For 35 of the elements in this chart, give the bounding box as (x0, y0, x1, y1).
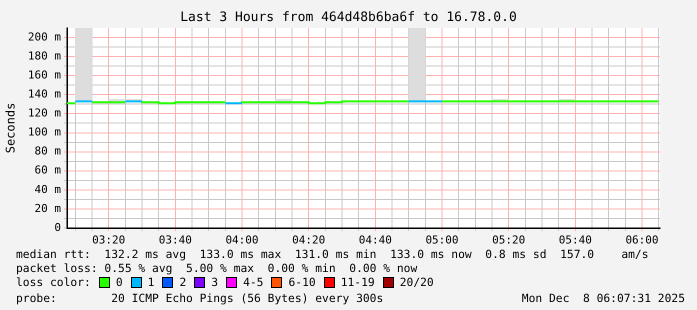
x-tick-label: 04:00 (225, 233, 259, 246)
y-tick-label: 180 m (28, 49, 62, 62)
x-tick-label: 04:20 (292, 233, 326, 246)
y-tick-label: 60 m (34, 164, 62, 177)
y-tick-label: 140 m (28, 88, 62, 101)
x-tick-label: 06:00 (625, 233, 659, 246)
legend-title: loss color: (16, 276, 91, 289)
legend-label: 1 (148, 276, 154, 289)
y-tick-label: 120 m (28, 106, 62, 120)
legend-label: 6-10 (288, 276, 316, 289)
chart-title: Last 3 Hours from 464d48b6ba6f to 16.78.0.0 (179, 10, 518, 25)
legend-label: 2 (179, 276, 186, 289)
x-tick-label: 05:40 (558, 233, 592, 246)
y-tick-label: 40 m (34, 182, 62, 196)
legend-label: 3 (211, 276, 218, 289)
y-tick-label: 0 (54, 220, 61, 234)
x-tick-label: 03:40 (158, 233, 192, 246)
text: Mon Dec 8 06:07:31 2025 (522, 292, 685, 306)
y-tick-label: 200 m (28, 30, 62, 44)
y-tick-label: 160 m (28, 68, 62, 82)
y-tick-label: 20 m (34, 202, 62, 215)
x-tick-label: 05:00 (425, 233, 459, 246)
y-axis-title: Seconds (3, 102, 18, 154)
text: probe: 20 ICMP Echo Pings (56 Bytes) every 300s (16, 292, 384, 306)
y-tick-label: 100 m (28, 126, 62, 139)
legend-label: 4-5 (243, 276, 264, 289)
y-tick-label: 80 m (34, 144, 62, 158)
legend-label: 0 (116, 276, 123, 289)
x-tick-label: 05:20 (492, 233, 526, 246)
x-tick-label: 03:20 (92, 233, 126, 246)
legend-label: 20/20 (400, 276, 434, 289)
x-tick-label: 04:40 (358, 233, 392, 246)
text: median rtt: 132.2 ms avg 133.0 ms max 131.0 ms min 133.0 ms now 0.8 ms sd 157.0 am/s (16, 248, 649, 262)
text: packet loss: 0.55 % avg 5.00 % max 0.00 % min 0.00 % now (16, 262, 418, 276)
legend-label: 11-19 (340, 276, 375, 289)
